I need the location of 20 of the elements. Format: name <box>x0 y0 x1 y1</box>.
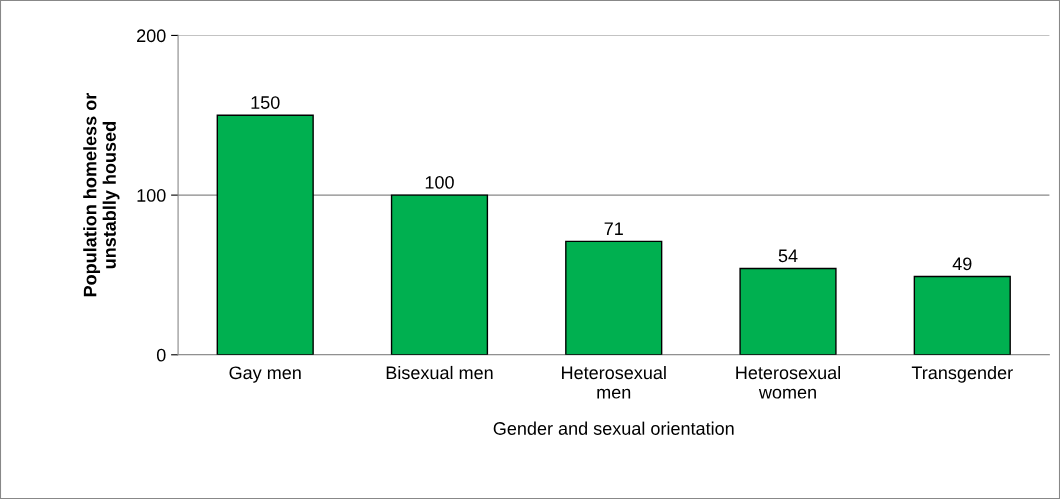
bar <box>739 267 837 355</box>
data-label: 71 <box>604 222 623 235</box>
bar <box>565 240 663 355</box>
x-tick-label: Bisexual men <box>386 365 493 380</box>
x-axis-title: Gender and sexual orientation <box>493 421 734 435</box>
bar <box>216 114 314 355</box>
data-label: 100 <box>425 175 454 189</box>
data-label: 150 <box>251 96 280 109</box>
bar <box>913 275 1011 355</box>
y-tick-label: 0 <box>156 348 166 362</box>
y-tick-label: 100 <box>137 189 166 202</box>
data-label: 54 <box>778 249 798 263</box>
y-tick-label: 200 <box>137 29 166 43</box>
data-label: 49 <box>952 257 972 271</box>
x-tick-label: Transgender <box>911 365 1013 383</box>
x-tick-label: Gay men <box>229 366 301 383</box>
x-tick-label: Heterosexual men <box>562 365 666 399</box>
bar <box>390 194 489 355</box>
y-axis-title: Population homeless or unstablly housed <box>83 93 120 297</box>
x-tick-label: Heterosexual women <box>736 365 840 399</box>
